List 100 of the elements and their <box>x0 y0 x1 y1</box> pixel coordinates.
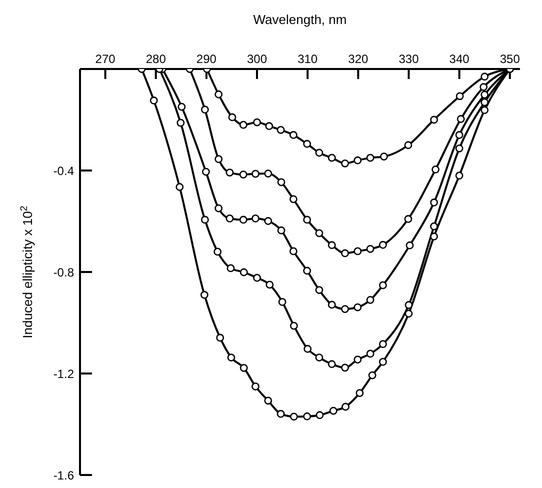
y-tick-label: -0.8 <box>53 265 74 280</box>
point <box>432 166 440 174</box>
point <box>328 154 336 162</box>
point <box>366 244 374 253</box>
point <box>380 152 388 160</box>
point <box>176 118 185 127</box>
point <box>341 159 349 168</box>
point <box>430 116 438 124</box>
point <box>226 214 234 222</box>
y-tick-label: -1.6 <box>53 468 74 482</box>
point <box>455 131 464 139</box>
point <box>354 156 362 164</box>
point <box>278 298 286 306</box>
point <box>329 406 338 415</box>
point <box>227 354 236 362</box>
point <box>303 266 312 275</box>
x-tick-label: 340 <box>449 52 470 66</box>
point <box>354 247 362 256</box>
point <box>289 247 298 256</box>
point <box>315 229 324 238</box>
point <box>328 300 336 309</box>
point <box>239 120 248 129</box>
point <box>341 364 349 372</box>
point <box>404 215 412 223</box>
point <box>404 310 413 318</box>
point <box>304 344 312 353</box>
point <box>456 115 465 123</box>
point <box>228 113 236 122</box>
point <box>303 412 312 420</box>
point <box>239 170 248 179</box>
x-tick-label: 290 <box>196 52 217 66</box>
point <box>265 122 274 130</box>
point <box>253 118 261 126</box>
point <box>480 98 489 106</box>
point <box>200 106 209 114</box>
point <box>316 411 324 420</box>
point <box>455 144 464 152</box>
point <box>277 178 286 186</box>
point <box>252 382 260 390</box>
point <box>480 72 489 81</box>
point <box>480 83 488 91</box>
point <box>264 170 272 178</box>
point <box>303 140 312 148</box>
point <box>202 168 210 176</box>
point <box>315 286 324 294</box>
point <box>368 371 376 380</box>
point <box>264 217 272 225</box>
point <box>276 126 285 134</box>
point <box>328 241 336 250</box>
point <box>176 183 184 191</box>
x-tick-label: 310 <box>298 52 318 66</box>
point <box>200 290 208 299</box>
point <box>264 396 272 405</box>
x-tick-label: 300 <box>246 52 268 66</box>
point <box>252 214 260 222</box>
point <box>456 92 464 100</box>
point <box>289 131 298 139</box>
point <box>354 303 362 312</box>
point <box>178 102 186 111</box>
point <box>404 141 412 150</box>
point <box>253 274 261 282</box>
x-axis-title: Wavelength, nm <box>253 12 347 28</box>
point <box>328 360 336 368</box>
x-tick-label: 280 <box>146 52 166 66</box>
point <box>290 412 298 421</box>
point <box>226 264 235 272</box>
point <box>252 170 260 178</box>
point <box>378 340 387 348</box>
point <box>342 402 350 411</box>
point <box>303 216 312 224</box>
point <box>341 305 349 313</box>
point <box>341 249 349 258</box>
point <box>430 222 438 230</box>
point <box>378 240 387 249</box>
x-tick-label: 330 <box>398 52 420 66</box>
x-tick-label: 320 <box>348 52 368 66</box>
point <box>406 241 414 250</box>
point <box>366 296 374 304</box>
point <box>430 232 438 240</box>
point <box>366 154 374 162</box>
point <box>266 280 274 289</box>
point <box>214 155 223 164</box>
point <box>216 334 224 342</box>
point <box>239 216 248 224</box>
point <box>214 248 222 256</box>
point <box>289 195 298 204</box>
point <box>240 268 248 276</box>
point <box>315 148 324 157</box>
point <box>226 168 234 176</box>
point <box>378 358 387 366</box>
point <box>214 90 223 98</box>
point <box>366 350 374 358</box>
point <box>150 96 158 104</box>
point <box>240 364 248 372</box>
point <box>480 106 489 114</box>
point <box>378 281 387 290</box>
x-tick-label: 270 <box>95 52 116 66</box>
point <box>354 356 362 364</box>
point <box>480 90 489 99</box>
point <box>356 389 364 397</box>
